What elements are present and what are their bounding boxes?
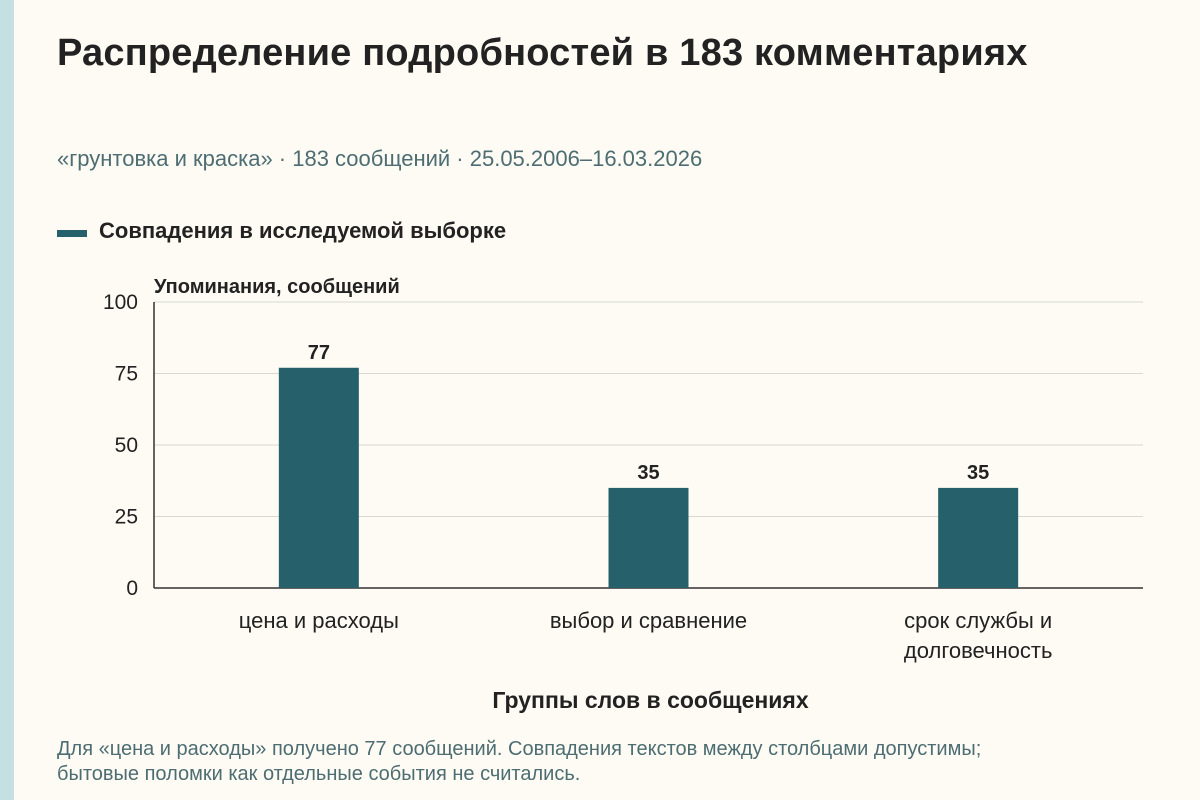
x-tick-label: выбор и сравнение <box>550 608 747 633</box>
y-tick-label: 100 <box>103 291 138 314</box>
bar-data-label: 35 <box>637 462 659 484</box>
x-axis-label: Группы слов в сообщениях <box>492 687 808 713</box>
bar-data-label: 77 <box>308 342 330 364</box>
y-tick-label: 50 <box>115 434 138 457</box>
legend-swatch <box>57 229 87 237</box>
footnote: Для «цена и расходы» получено 77 сообщен… <box>57 738 982 785</box>
side-accent-strip <box>0 0 14 800</box>
x-tick-label: цена и расходы <box>239 608 399 633</box>
y-tick-label: 0 <box>126 577 138 600</box>
bar-data-label: 35 <box>967 462 989 484</box>
legend: Совпадения в исследуемой выборке <box>57 218 506 244</box>
labels: Упоминания, сообщений 0 25 50 75 100 77 цена и … <box>103 276 1052 713</box>
bar <box>938 487 1019 588</box>
y-tick-label: 75 <box>115 363 138 386</box>
chart-title: Распределение подробностей в 183 коммент… <box>57 32 1028 74</box>
legend-label: Совпадения в исследуемой выборке <box>99 218 507 243</box>
bars <box>278 367 1019 588</box>
bar <box>278 367 359 588</box>
chart-subtitle: «грунтовка и краска» · 183 сообщений · 2… <box>57 146 703 171</box>
y-axis-label: Упоминания, сообщений <box>154 276 400 298</box>
y-tick-label: 25 <box>115 506 138 529</box>
x-tick-label: срок службы и долговечность <box>904 608 1053 663</box>
bar <box>608 487 689 588</box>
bar-chart: Упоминания, сообщений 0 25 50 75 100 77 цена и … <box>103 276 1143 713</box>
